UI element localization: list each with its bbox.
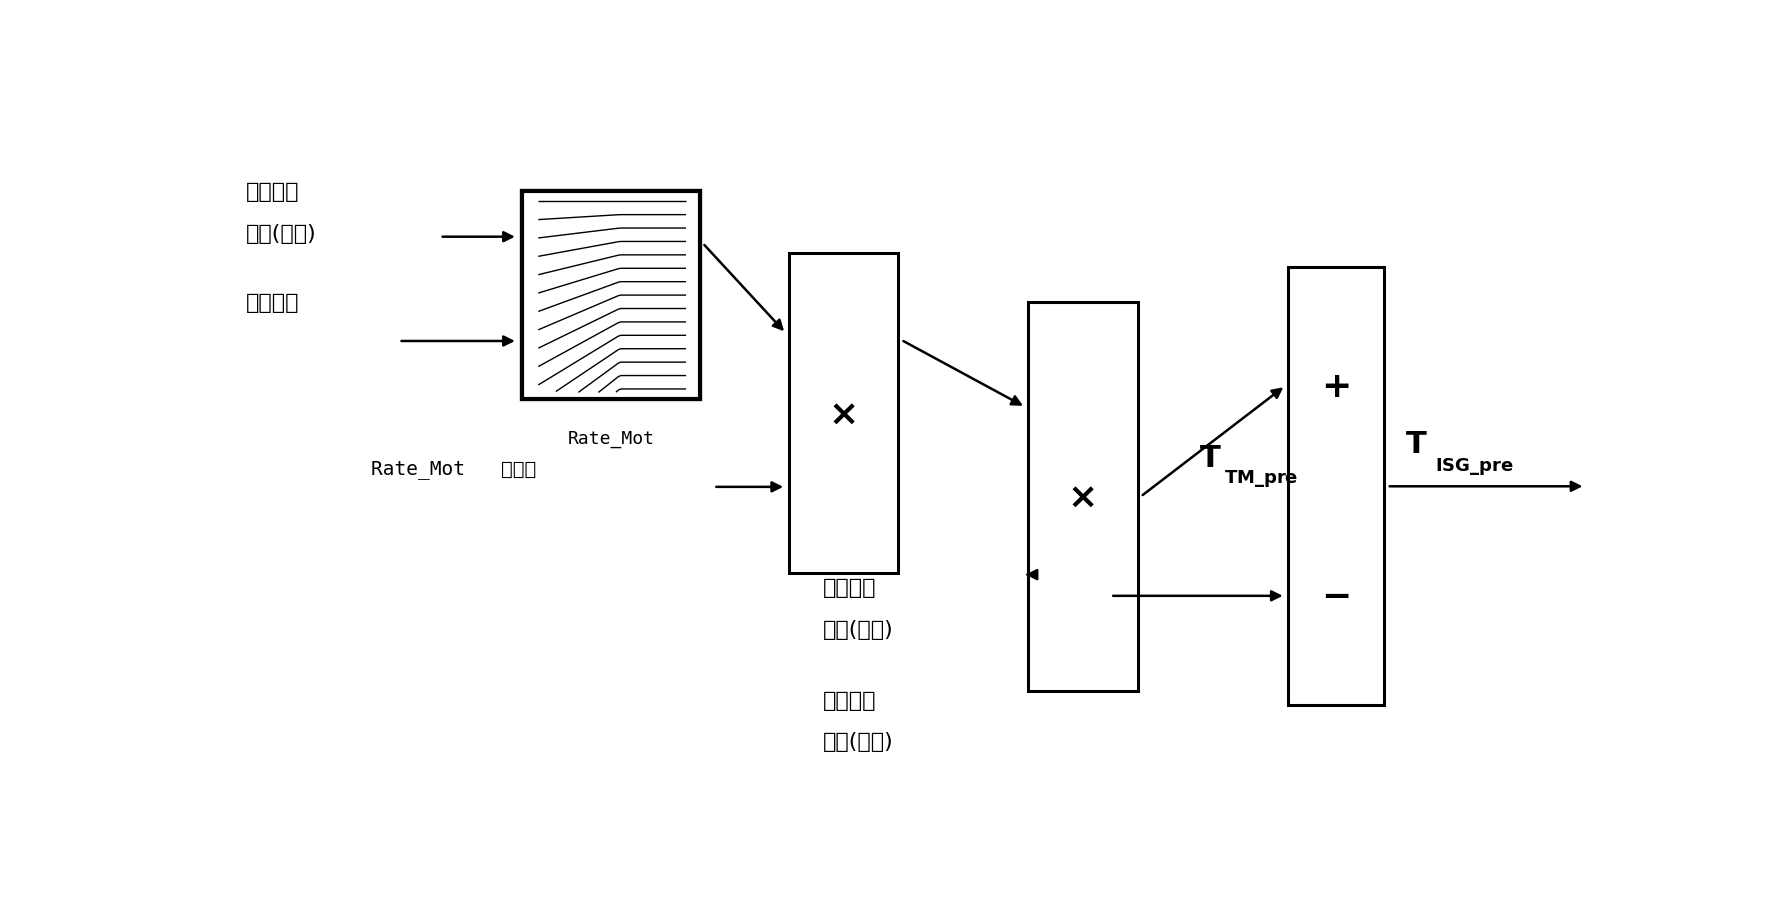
Text: 扇矩(驱动): 扇矩(驱动) [823, 732, 894, 751]
Text: $\mathbf{T}$: $\mathbf{T}$ [1404, 430, 1427, 459]
Bar [1028, 303, 1137, 692]
Text: Rate_Mot: Rate_Mot [371, 460, 477, 479]
Text: 电机转速: 电机转速 [245, 293, 298, 313]
Bar [1289, 268, 1385, 705]
Bar [530, 196, 692, 396]
Text: 电机分配: 电机分配 [823, 690, 876, 710]
Text: 电机分配: 电机分配 [245, 181, 298, 201]
Text: +: + [1321, 369, 1351, 403]
Text: $\mathbf{T}$: $\mathbf{T}$ [1199, 444, 1222, 473]
Text: 电机分配: 电机分配 [823, 577, 876, 597]
Bar [523, 191, 699, 400]
Text: ×: × [1068, 480, 1098, 514]
Text: 变化率: 变化率 [502, 460, 537, 479]
Bar [523, 191, 699, 400]
Text: $\mathbf{TM\_pre}$: $\mathbf{TM\_pre}$ [1224, 468, 1298, 489]
Text: ×: × [828, 397, 858, 431]
Text: $\mathbf{ISG\_pre}$: $\mathbf{ISG\_pre}$ [1434, 456, 1513, 476]
Text: 扇矩(驱动): 扇矩(驱动) [245, 224, 316, 244]
Text: 扇矩(驱动): 扇矩(驱动) [823, 619, 894, 640]
Text: Rate_Mot: Rate_Mot [567, 429, 655, 447]
Bar [789, 254, 899, 574]
Text: −: − [1321, 579, 1351, 613]
